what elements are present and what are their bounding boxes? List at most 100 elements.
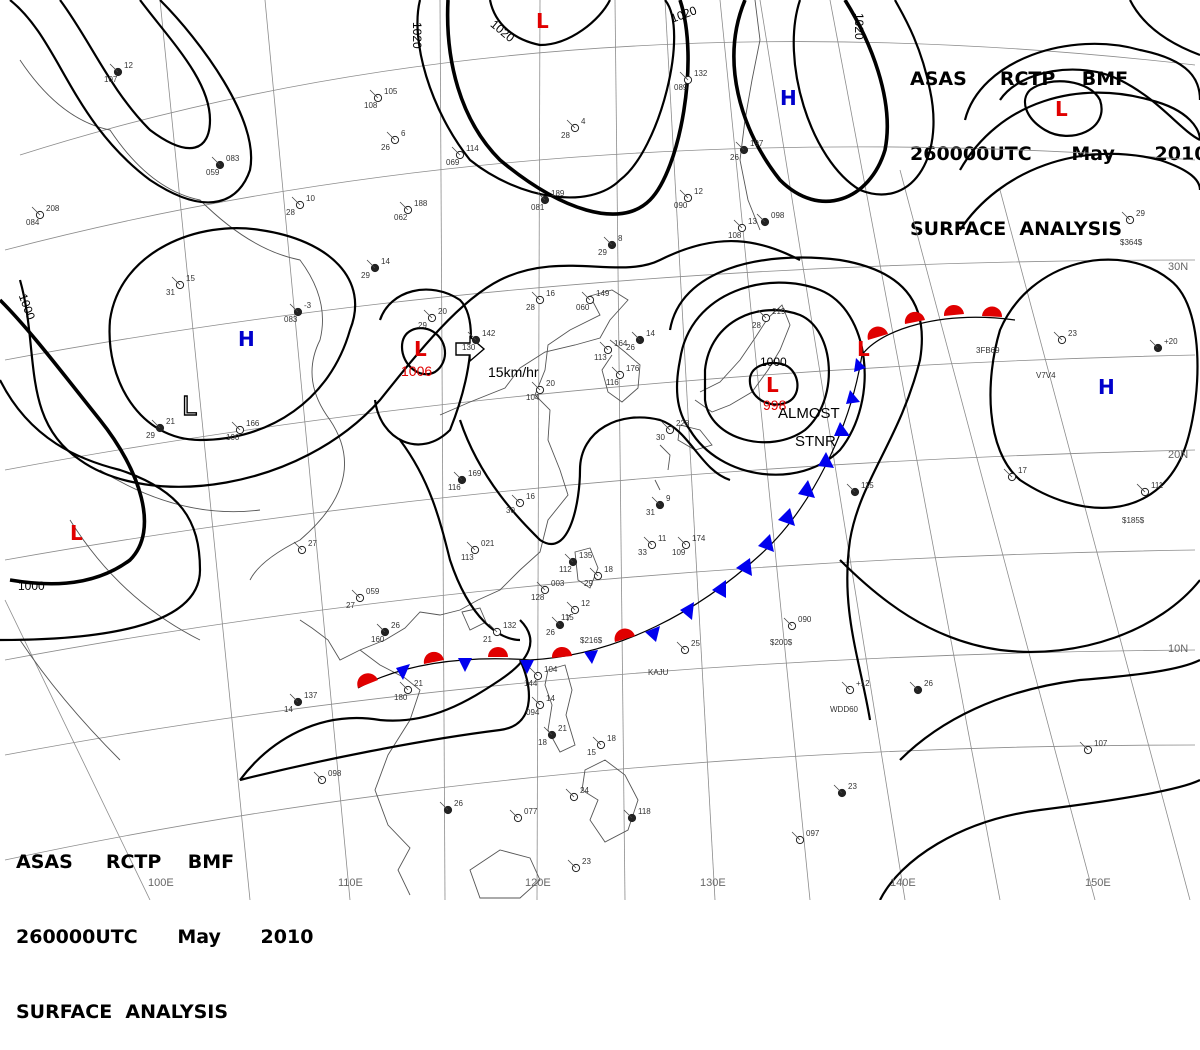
station-value: 31 <box>166 288 175 297</box>
station-value: 132 <box>503 621 517 630</box>
motion-speed-label: 15km/hr <box>488 364 539 380</box>
wind-barb <box>423 309 433 319</box>
low-center-front: L <box>857 337 870 361</box>
station-code: $200$ <box>770 638 793 647</box>
station-code: WDD60 <box>830 705 859 714</box>
wind-barb <box>289 303 299 313</box>
lat-label-10n: 10N <box>1168 643 1188 655</box>
wind-barb <box>1003 468 1013 478</box>
station-value: 116 <box>606 378 619 387</box>
cold-tooth <box>834 422 850 436</box>
high-center-northeast: H <box>780 86 797 110</box>
station-value: 29 <box>1136 209 1145 218</box>
station-value: 164 <box>614 339 628 348</box>
station-code: $185$ <box>1122 516 1145 525</box>
wind-barb <box>399 681 409 691</box>
isobar-ne-arc <box>959 91 1200 171</box>
meridian-155e <box>999 189 1191 900</box>
isobar-h-west <box>108 227 357 442</box>
coast-luzon <box>544 664 576 753</box>
coast-korea <box>601 339 641 403</box>
station-value: 108 <box>728 231 742 240</box>
wind-barb <box>151 419 161 429</box>
station-value: 094 <box>526 708 540 717</box>
station-value: 17 <box>1018 466 1027 475</box>
wind-barb <box>581 291 591 301</box>
station-value: 29 <box>418 321 427 330</box>
station-value: 23 <box>1068 329 1077 338</box>
coast-borneo <box>469 849 541 899</box>
wind-barb <box>211 156 221 166</box>
lat-label-20n: 20N <box>1168 449 1188 461</box>
low-center-northeast: L <box>1055 97 1068 121</box>
cold-tooth <box>736 558 752 576</box>
wind-barb <box>291 196 301 206</box>
station-value: 104 <box>544 665 558 674</box>
isobar-label-1000-a: 1000 <box>16 292 38 322</box>
station-value: 104 <box>526 393 540 402</box>
header-top-line3: SURFACE ANALYSIS <box>910 218 1123 240</box>
isobar-west-big <box>18 239 801 488</box>
station-value: 16 <box>546 289 555 298</box>
station-code: KAJU <box>648 668 669 677</box>
stationary-front <box>357 304 1016 689</box>
station-value: 098 <box>328 769 342 778</box>
wind-barb <box>488 623 498 633</box>
lon-label-100e: 100E <box>148 877 174 889</box>
wind-barb <box>509 809 519 819</box>
station-value: 25 <box>691 639 700 648</box>
cold-tooth <box>645 626 660 642</box>
wind-barb <box>1149 339 1159 349</box>
wind-barb <box>909 681 919 691</box>
isobar-label-1000-c: 1000 <box>760 355 787 369</box>
isobar-label-1000-b: 1000 <box>18 579 45 593</box>
station-value: 29 <box>598 248 607 257</box>
wind-barb <box>376 623 386 633</box>
station-value: 111 <box>1151 481 1164 490</box>
station-value: 176 <box>626 364 640 373</box>
cold-tooth <box>854 358 866 372</box>
almost-label: ALMOST <box>778 405 840 422</box>
lon-label-140e: 140E <box>890 877 916 889</box>
station-value: 113 <box>461 553 474 562</box>
station-value: 100 <box>226 433 240 442</box>
station-value: 15 <box>587 748 596 757</box>
wind-barb <box>369 89 379 99</box>
station-value: 021 <box>481 539 495 548</box>
wind-barb <box>841 681 851 691</box>
warm-bump <box>423 651 444 664</box>
station-value: 115 <box>561 613 574 622</box>
wind-barb <box>386 131 396 141</box>
wind-barb <box>603 236 613 246</box>
station-value: 9 <box>666 494 671 503</box>
station-value: 20 <box>438 307 447 316</box>
warm-bump <box>614 628 635 642</box>
station-value: 228 <box>676 419 690 428</box>
station-value: 081 <box>531 203 545 212</box>
isobar-northeast-outer <box>792 0 935 196</box>
wind-barb <box>1079 741 1089 751</box>
wind-barb <box>293 541 303 551</box>
warm-bump <box>982 306 1003 317</box>
cold-tooth <box>680 602 694 620</box>
wind-barb <box>453 471 463 481</box>
station-value: 11 <box>658 534 667 543</box>
station-value: 084 <box>26 218 40 227</box>
wind-barb <box>566 601 576 611</box>
isobar-north-inner <box>488 0 611 47</box>
station-value: 16 <box>526 492 535 501</box>
station-value: 18 <box>607 734 616 743</box>
station-value: 26 <box>391 621 400 630</box>
station-value: 12 <box>694 187 703 196</box>
isobar-south-east2 <box>879 779 1200 900</box>
station-value: 29 <box>361 271 370 280</box>
isobar-low-998-mid <box>703 309 830 444</box>
wind-barb <box>592 736 602 746</box>
wind-barb <box>511 494 521 504</box>
station-value: 26 <box>626 343 635 352</box>
isobar-north-arc <box>416 0 676 199</box>
wind-barb <box>1053 331 1063 341</box>
station-value: 090 <box>674 201 688 210</box>
station-value: 132 <box>694 69 708 78</box>
station-value: 10 <box>306 194 315 203</box>
